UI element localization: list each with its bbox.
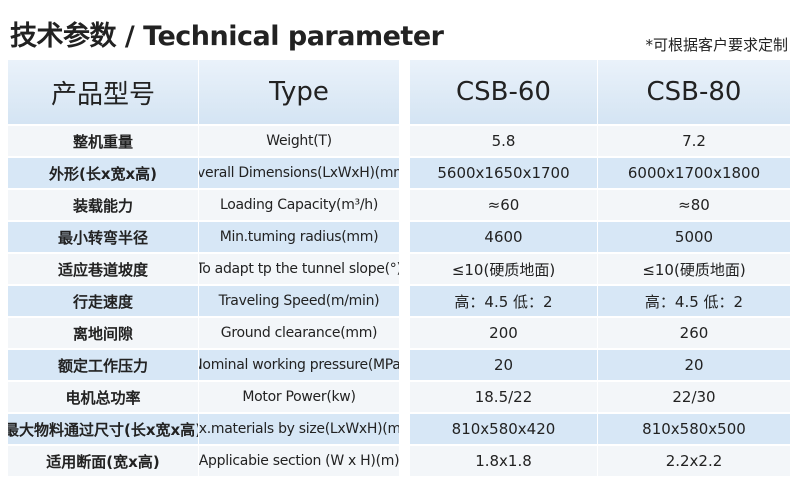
table-cell: 2.2x2.2 — [598, 446, 790, 476]
column-header: CSB-60 — [410, 60, 597, 124]
table-cell: Max.materials by size(LxWxH)(mm) — [199, 414, 399, 444]
table-cell: 适应巷道坡度 — [8, 254, 198, 284]
table-cell: Overall Dimensions(LxWxH)(mm) — [199, 158, 399, 188]
table-cell: ≤10(硬质地面) — [410, 254, 597, 284]
table-cell: 最小转弯半径 — [8, 222, 198, 252]
column-header: CSB-80 — [598, 60, 790, 124]
table-cell: Nominal working pressure(MPa) — [199, 350, 399, 380]
table-cell: Min.tuming radius(mm) — [199, 222, 399, 252]
table-cell: Weight(T) — [199, 126, 399, 156]
table-cell: 5000 — [598, 222, 790, 252]
table-cell: Ground clearance(mm) — [199, 318, 399, 348]
table-cell: Motor Power(kw) — [199, 382, 399, 412]
table-cell: 1.8x1.8 — [410, 446, 597, 476]
note: *可根据客户要求定制 — [645, 36, 788, 54]
table-cell: Loading Capacity(m³/h) — [199, 190, 399, 220]
table-cell: 装载能力 — [8, 190, 198, 220]
table-cell: 4600 — [410, 222, 597, 252]
table-cell: 810x580x420 — [410, 414, 597, 444]
table-cell: 额定工作压力 — [8, 350, 198, 380]
table-cell: 7.2 — [598, 126, 790, 156]
table-cell: ≈80 — [598, 190, 790, 220]
table-cell: 22/30 — [598, 382, 790, 412]
table-cell: ≤10(硬质地面) — [598, 254, 790, 284]
column-header: 产品型号 — [8, 60, 198, 124]
table-cell: 20 — [410, 350, 597, 380]
table-cell: Traveling Speed(m/min) — [199, 286, 399, 316]
table-cell: ≈60 — [410, 190, 597, 220]
table-cell: 高：4.5 低：2 — [410, 286, 597, 316]
table-cell: 200 — [410, 318, 597, 348]
table-cell: 高：4.5 低：2 — [598, 286, 790, 316]
table-cell: 最大物料通过尺寸(长x宽x高) — [8, 414, 198, 444]
table-cell: 6000x1700x1800 — [598, 158, 790, 188]
table-cell: 外形(长x宽x高) — [8, 158, 198, 188]
table-cell: 适用断面(宽x高) — [8, 446, 198, 476]
table-cell: 810x580x500 — [598, 414, 790, 444]
table-cell: 整机重量 — [8, 126, 198, 156]
table-cell: 5600x1650x1700 — [410, 158, 597, 188]
table-cell: To adapt tp the tunnel slope(°) — [199, 254, 399, 284]
column-header: Type — [199, 60, 399, 124]
table-cell: 18.5/22 — [410, 382, 597, 412]
title: 技术参数 / Technical parameter — [10, 21, 444, 52]
table-cell: 行走速度 — [8, 286, 198, 316]
table-cell: 20 — [598, 350, 790, 380]
table-cell: Applicabie section (W x H)(m) — [199, 446, 399, 476]
table-cell: 电机总功率 — [8, 382, 198, 412]
table-cell: 离地间隙 — [8, 318, 198, 348]
table-cell: 5.8 — [410, 126, 597, 156]
table-cell: 260 — [598, 318, 790, 348]
